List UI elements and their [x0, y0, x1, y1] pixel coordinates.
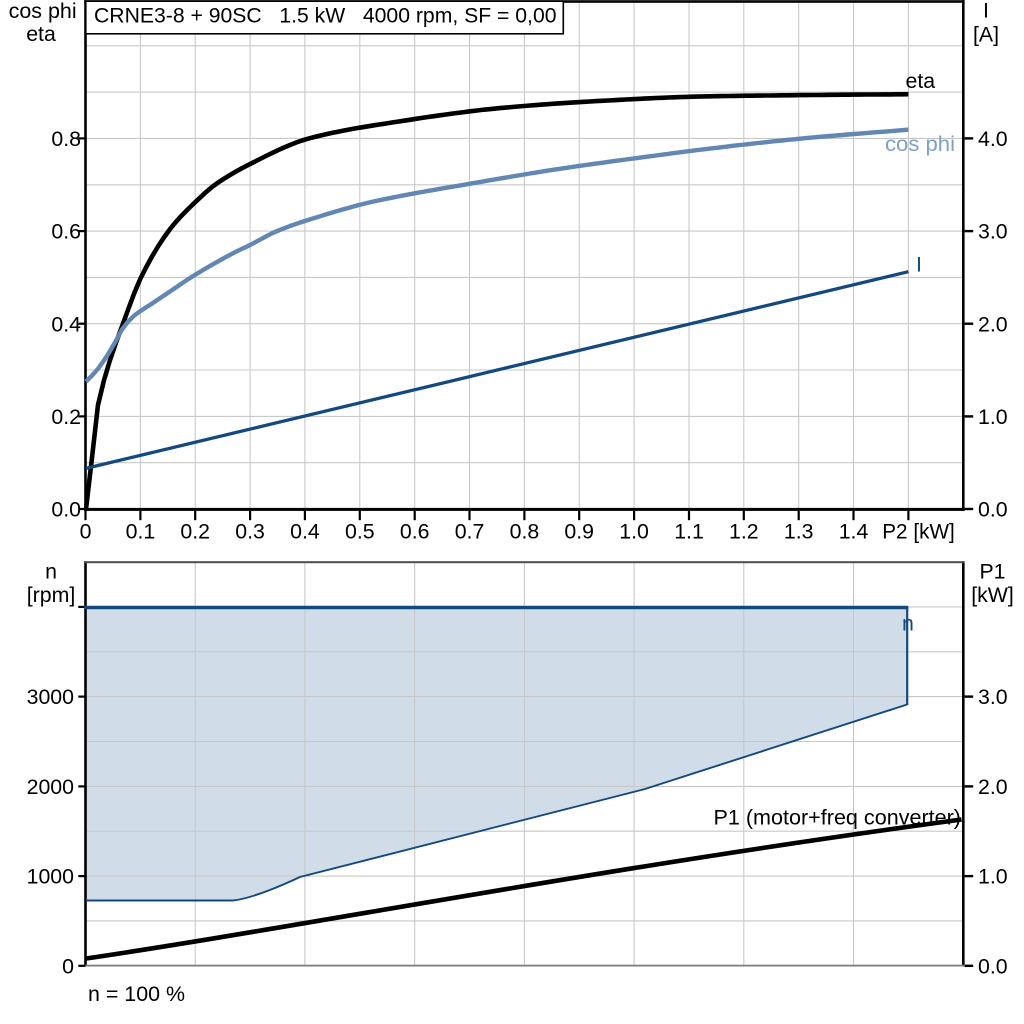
svg-text:1.3: 1.3 — [784, 520, 814, 544]
svg-text:eta: eta — [906, 69, 936, 93]
svg-text:1000: 1000 — [27, 865, 75, 889]
svg-text:1.4: 1.4 — [839, 520, 869, 544]
svg-text:0.6: 0.6 — [51, 220, 81, 244]
svg-text:2000: 2000 — [27, 775, 75, 799]
svg-text:0.4: 0.4 — [290, 520, 320, 544]
svg-text:3000: 3000 — [27, 685, 75, 709]
svg-text:0.2: 0.2 — [180, 520, 210, 544]
svg-text:0.8: 0.8 — [51, 127, 81, 151]
svg-text:0.0: 0.0 — [978, 498, 1008, 522]
svg-text:n: n — [45, 560, 57, 584]
svg-text:2.0: 2.0 — [978, 775, 1008, 799]
svg-text:P1: P1 — [979, 560, 1005, 584]
svg-text:[rpm]: [rpm] — [27, 583, 76, 607]
svg-text:n = 100 %: n = 100 % — [88, 982, 185, 1006]
svg-text:[kW]: [kW] — [971, 583, 1014, 607]
svg-text:0.0: 0.0 — [978, 954, 1008, 978]
svg-text:1.2: 1.2 — [729, 520, 759, 544]
svg-text:n: n — [902, 612, 914, 636]
svg-text:cos phi: cos phi — [885, 132, 955, 156]
svg-text:1.1: 1.1 — [674, 520, 704, 544]
svg-text:1.0: 1.0 — [978, 865, 1008, 889]
svg-text:0: 0 — [80, 520, 92, 544]
svg-text:0.6: 0.6 — [400, 520, 430, 544]
svg-text:0.4: 0.4 — [51, 312, 81, 336]
svg-text:0.2: 0.2 — [51, 405, 81, 429]
svg-text:0.1: 0.1 — [126, 520, 156, 544]
svg-text:3.0: 3.0 — [978, 220, 1008, 244]
svg-text:0.5: 0.5 — [345, 520, 375, 544]
svg-text:0.8: 0.8 — [510, 520, 540, 544]
svg-text:0.7: 0.7 — [455, 520, 485, 544]
svg-text:0: 0 — [62, 954, 74, 978]
svg-text:P1 (motor+freq converter): P1 (motor+freq converter) — [714, 806, 962, 830]
svg-text:0.3: 0.3 — [235, 520, 265, 544]
svg-text:2.0: 2.0 — [978, 312, 1008, 336]
svg-text:P2 [kW]: P2 [kW] — [882, 520, 955, 544]
svg-text:I: I — [983, 0, 989, 23]
svg-text:0.9: 0.9 — [564, 520, 594, 544]
svg-text:0.0: 0.0 — [51, 498, 81, 522]
svg-text:4.0: 4.0 — [978, 127, 1008, 151]
svg-text:I: I — [916, 253, 922, 277]
svg-text:cos phi: cos phi — [9, 0, 77, 23]
svg-text:[A]: [A] — [973, 23, 999, 47]
svg-text:CRNE3-8 + 90SC 1.5 kW 4000: CRNE3-8 + 90SC 1.5 kW 4000 rpm, SF = 0,0… — [94, 3, 557, 27]
svg-text:1.0: 1.0 — [978, 405, 1008, 429]
svg-text:eta: eta — [26, 22, 56, 46]
svg-text:1.0: 1.0 — [619, 520, 649, 544]
svg-text:3.0: 3.0 — [978, 685, 1008, 709]
